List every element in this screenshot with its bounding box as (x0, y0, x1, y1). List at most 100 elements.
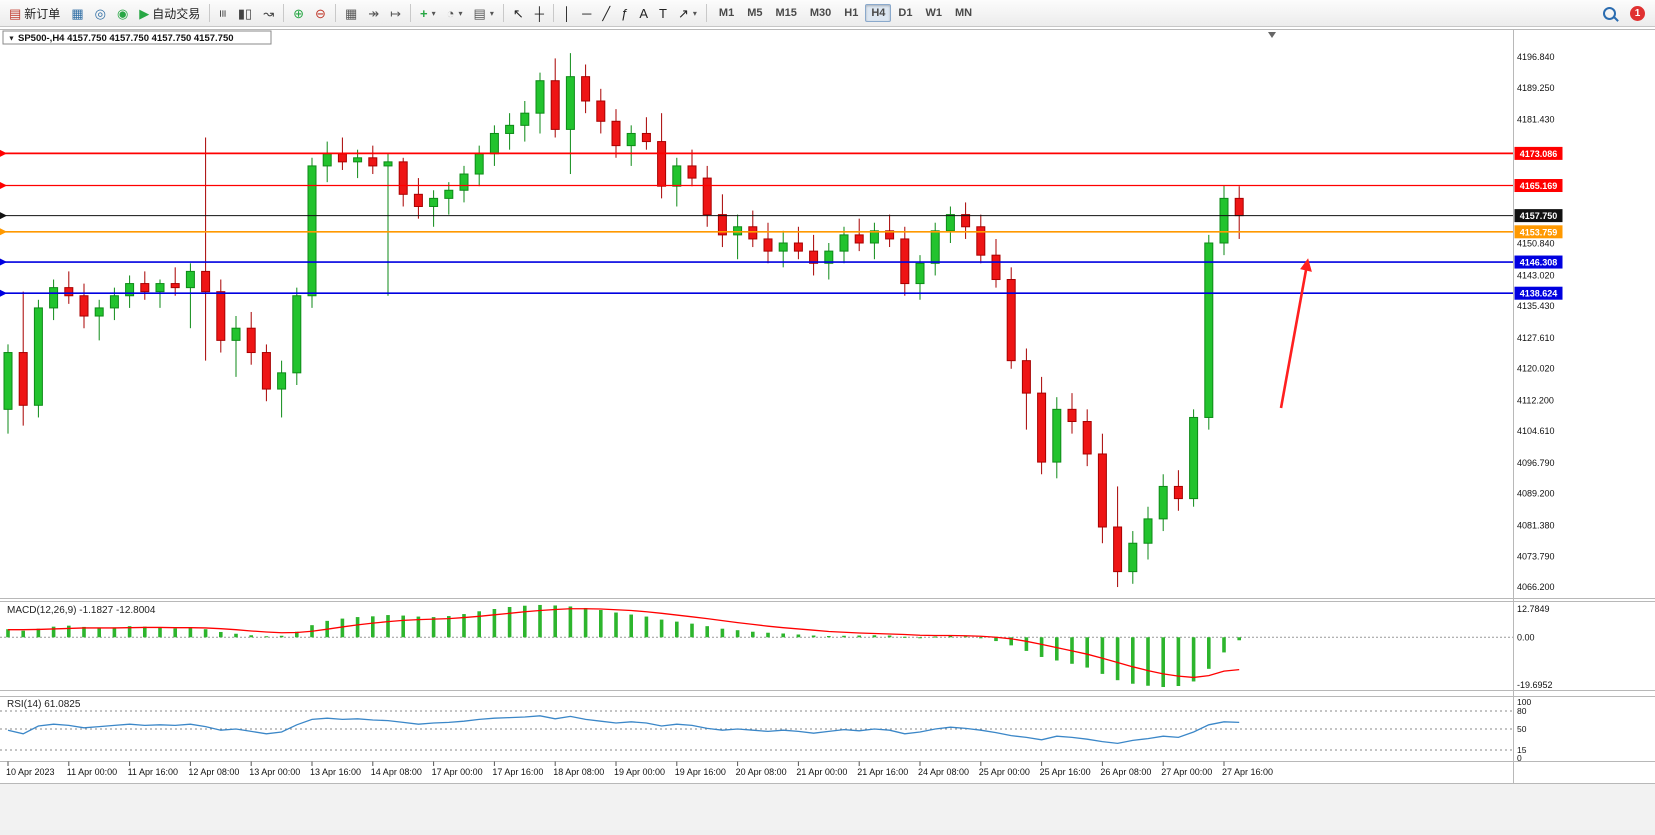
templates-button[interactable]: ▤ ▾ (469, 2, 499, 25)
periods-button[interactable]: ◔ ▾ (442, 2, 468, 25)
tile-windows-button[interactable]: ▦ (340, 2, 362, 25)
timeframe-w1[interactable]: W1 (925, 7, 942, 19)
macd-histogram-bar (219, 631, 223, 638)
candle-bull (277, 372, 287, 390)
timeframe-mn[interactable]: MN (954, 7, 973, 19)
text-label-tool-button[interactable]: T (654, 2, 672, 25)
autotrading-button[interactable]: ▶ 自动交易 (134, 2, 205, 25)
macd-histogram-bar (811, 635, 816, 638)
search-icon (1603, 6, 1616, 20)
candle-bull (1204, 242, 1214, 418)
candle-bull (1052, 408, 1062, 463)
price-axis-label: 4143.020 (1517, 270, 1555, 280)
vline-icon: │ (562, 5, 572, 21)
arrow-annotation-head[interactable] (1300, 258, 1312, 272)
timeframe-m15[interactable]: M15 (775, 7, 797, 19)
timeframe-m5[interactable]: M5 (747, 7, 763, 19)
macd-histogram-bar (6, 629, 10, 638)
macd-histogram-bar (371, 616, 375, 638)
candle-bull (1189, 416, 1199, 500)
arrows-tool-button[interactable]: ↗ ▾ (673, 2, 702, 25)
rsi-line (7, 715, 1240, 745)
auto-scroll-button[interactable]: ↠ (363, 2, 384, 25)
collapse-icon[interactable]: ▼ (8, 36, 15, 43)
candlestick-mode-button[interactable]: ▮▯ (233, 2, 257, 25)
periods-icon: ◔ (446, 5, 455, 21)
toolbar-separator (552, 4, 554, 22)
text-tool-button[interactable]: A (634, 2, 653, 25)
candle-bear (170, 283, 180, 289)
chevron-down-icon: ▾ (458, 8, 463, 18)
notification-badge[interactable]: 1 (1630, 5, 1645, 21)
price-axis-label: 4104.610 (1517, 426, 1555, 436)
candle-bear (398, 161, 408, 195)
rsi-axis-label: 50 (1517, 724, 1527, 734)
macd-histogram-bar (127, 626, 132, 638)
candle-bear (79, 295, 89, 317)
new-order-icon: ▤ (9, 5, 22, 21)
sounds-button[interactable]: ◉ (112, 2, 133, 25)
candle-bear (885, 230, 895, 240)
macd-histogram-bar (1115, 637, 1120, 681)
profiles-icon: ◎ (94, 5, 106, 21)
price-badge-label: 4153.759 (1520, 227, 1558, 237)
macd-histogram-bar (1131, 637, 1135, 684)
rsi-axis-label: 100 (1517, 697, 1531, 707)
zoom-out-button[interactable]: ⊖ (310, 2, 331, 25)
timeframe-h4[interactable]: H4 (865, 4, 892, 22)
trendline-tool-button[interactable]: ╱ (597, 2, 615, 25)
new-order-button[interactable]: ▤ 新订单 (4, 2, 65, 25)
candle-bear (793, 242, 803, 252)
price-badge (1514, 286, 1563, 300)
candle-bear (413, 193, 423, 207)
toolbar-separator (502, 4, 504, 22)
macd-histogram-bar (538, 604, 542, 638)
crosshair-icon: ┼ (534, 5, 544, 21)
macd-histogram-bar (492, 609, 497, 638)
indicators-button[interactable]: + ▾ (415, 2, 441, 25)
time-axis-label: 27 Apr 16:00 (1222, 767, 1273, 777)
time-axis-label: 27 Apr 00:00 (1161, 767, 1212, 777)
candle-bear (140, 283, 150, 293)
timeframe-d1[interactable]: D1 (898, 7, 913, 19)
horizontal-line-tool-button[interactable]: ─ (577, 2, 596, 25)
price-badge-label: 4146.308 (1520, 258, 1558, 268)
candle-bear (337, 153, 347, 163)
macd-histogram-bar (51, 626, 56, 638)
chart-canvas[interactable]: 4196.840 4189.250 4181.430 4150.840 4143.020… (0, 27, 1655, 830)
auto-scroll-icon: ↠ (368, 5, 380, 21)
bar-chart-mode-button[interactable]: ≡ (214, 2, 232, 25)
candle-bull (839, 234, 849, 252)
chart-area: 4196.840 4189.250 4181.430 4150.840 4143.020… (0, 27, 1655, 835)
time-axis-label: 25 Apr 16:00 (1040, 767, 1091, 777)
time-axis-label: 21 Apr 00:00 (796, 767, 847, 777)
timeframe-h1[interactable]: H1 (844, 7, 859, 19)
chart-shift-marker[interactable] (1268, 32, 1276, 38)
profiles-button[interactable]: ◎ (90, 2, 111, 25)
candle-bull (444, 189, 454, 199)
time-axis-label: 20 Apr 08:00 (736, 767, 787, 777)
charts-window-button[interactable]: ▦ (66, 2, 88, 25)
candle-bear (1173, 485, 1183, 500)
chart-shift-button[interactable]: ↦ (385, 2, 406, 25)
zoom-in-button[interactable]: ⊕ (288, 2, 309, 25)
search-button[interactable] (1598, 2, 1621, 25)
arrow-annotation-line[interactable] (1279, 269, 1308, 409)
macd-histogram-bar (234, 633, 238, 638)
candle-bull (1158, 485, 1168, 520)
fibonacci-tool-button[interactable]: ƒ (616, 2, 633, 25)
price-axis-label: 4081.380 (1517, 520, 1555, 530)
candle-bull (1219, 197, 1229, 244)
price-badge (1514, 179, 1563, 193)
timeframe-m30[interactable]: M30 (809, 7, 832, 19)
line-chart-mode-button[interactable]: ↝ (258, 2, 279, 25)
macd-histogram-bar (1085, 637, 1089, 668)
macd-histogram-bar (629, 614, 633, 638)
timeframe-m1[interactable]: M1 (718, 7, 735, 19)
macd-histogram-bar (659, 619, 664, 638)
time-axis-label: 26 Apr 08:00 (1100, 767, 1151, 777)
vertical-line-tool-button[interactable]: │ (558, 2, 576, 25)
candle-bull (520, 112, 530, 126)
crosshair-button[interactable]: ┼ (530, 2, 549, 25)
cursor-button[interactable]: ↖ (508, 2, 529, 25)
